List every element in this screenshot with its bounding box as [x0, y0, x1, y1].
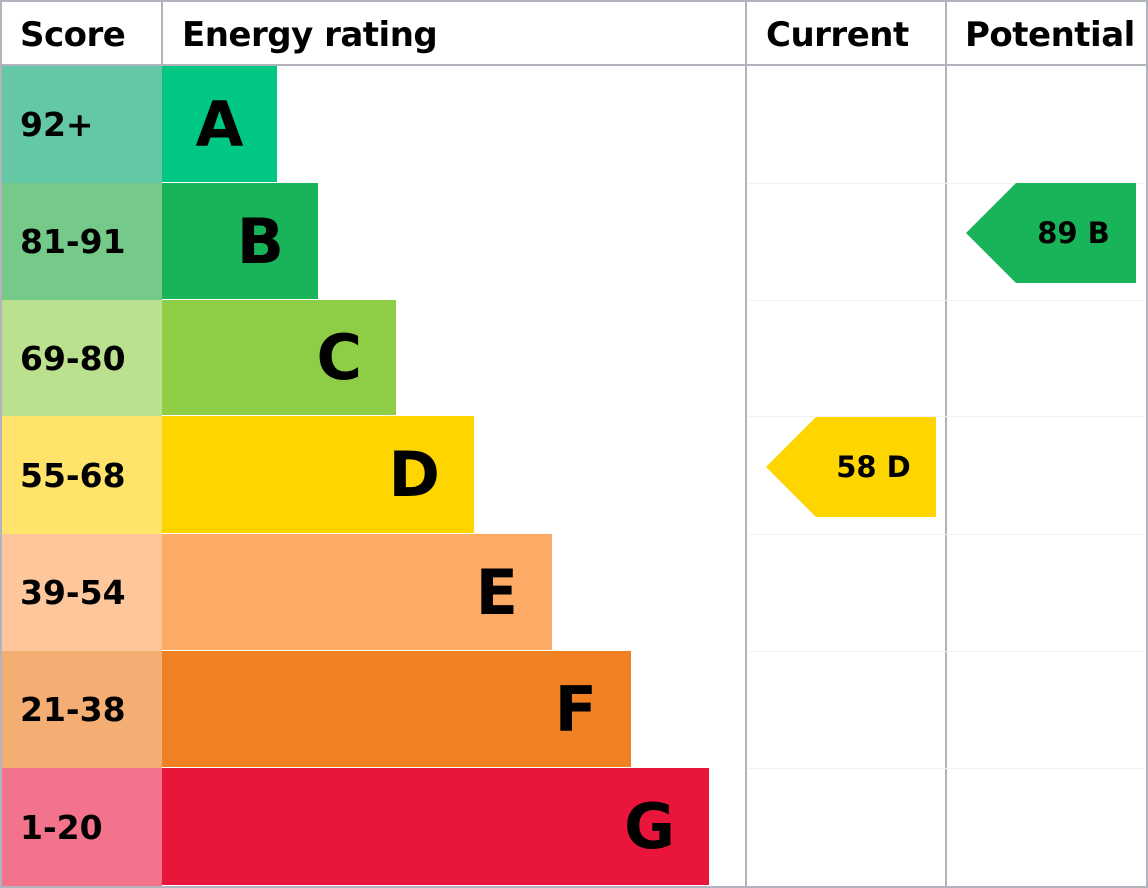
current-col-divider	[745, 0, 747, 888]
border-top	[0, 0, 1148, 2]
band-bar-c: C	[162, 300, 396, 415]
band-bar-b: B	[162, 183, 318, 299]
current-arrow-shape	[766, 417, 936, 517]
score-range-g: 1-20	[2, 768, 162, 886]
band-bar-d: D	[162, 416, 474, 533]
row-divider	[747, 183, 1146, 184]
current-rating-arrow	[766, 417, 936, 517]
score-range-b: 81-91	[2, 183, 162, 300]
row-divider	[747, 534, 1146, 535]
border-bottom	[0, 886, 1148, 888]
header-score: Score	[20, 15, 126, 55]
header-col-divider	[161, 0, 163, 66]
score-range-a: 92+	[2, 66, 162, 183]
potential-rating-label: 89 B	[1037, 216, 1110, 250]
header-potential: Potential	[965, 15, 1135, 55]
row-divider	[747, 300, 1146, 301]
band-bar-g: G	[162, 768, 709, 885]
row-divider	[747, 416, 1146, 417]
row-divider	[747, 651, 1146, 652]
header-energy-rating: Energy rating	[182, 15, 438, 55]
header-current: Current	[766, 15, 909, 55]
potential-col-divider	[945, 0, 947, 888]
row-divider	[747, 768, 1146, 769]
border-right	[1146, 0, 1148, 888]
score-range-f: 21-38	[2, 651, 162, 768]
potential-arrow-shape	[966, 183, 1136, 283]
current-rating-label: 58 D	[836, 450, 911, 484]
score-range-d: 55-68	[2, 416, 162, 534]
band-bar-f: F	[162, 651, 631, 767]
score-range-c: 69-80	[2, 300, 162, 416]
header-divider	[0, 64, 1148, 66]
border-left	[0, 0, 2, 888]
potential-rating-arrow	[966, 183, 1136, 283]
score-range-e: 39-54	[2, 534, 162, 651]
band-bar-e: E	[162, 534, 552, 650]
band-bar-a: A	[162, 66, 277, 182]
